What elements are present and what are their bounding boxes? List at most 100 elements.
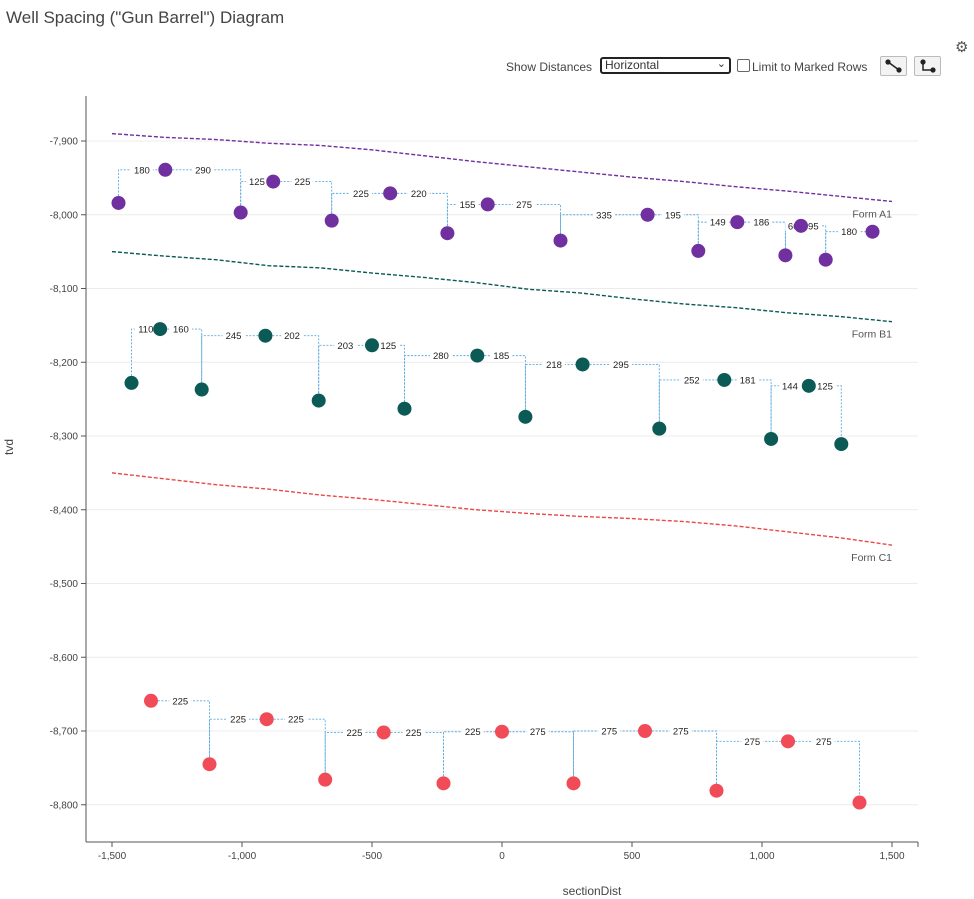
- limit-marked-rows-checkbox[interactable]: [737, 59, 750, 72]
- formation-top: Form A1: [111, 132, 893, 220]
- distance-label-bg: [334, 339, 357, 351]
- distance-label-bg: [245, 175, 268, 187]
- formation-line: [111, 472, 893, 546]
- distance-label: 125: [817, 381, 833, 392]
- x-tick-label: 500: [624, 851, 641, 862]
- distance-connector: [524, 364, 583, 417]
- x-tick-label: 1,500: [879, 851, 904, 862]
- distance-connector: [165, 169, 242, 213]
- distance-connector: [443, 731, 502, 784]
- x-axis-title: sectionDist: [563, 884, 622, 898]
- distance-label-bg: [598, 725, 621, 736]
- limit-marked-rows-label: Limit to Marked Rows: [752, 60, 868, 74]
- well-point: [318, 772, 333, 787]
- distance-label: 144: [782, 381, 798, 392]
- distance-label-bg: [513, 198, 536, 210]
- distance-label-bg: [661, 208, 684, 220]
- formation-label: Form C1: [851, 552, 892, 564]
- formation-line: [111, 132, 893, 203]
- distance-label: 335: [596, 210, 612, 221]
- diagonal-connector-button[interactable]: [880, 56, 907, 76]
- distance-label: 220: [411, 189, 427, 200]
- x-tick-label: -500: [362, 851, 382, 862]
- show-distances-label: Show Distances: [506, 60, 593, 74]
- distance-label: 149: [710, 218, 726, 229]
- distance-label-bg: [741, 735, 764, 747]
- distance-label-bg: [736, 373, 759, 385]
- distance-label: 290: [195, 165, 211, 176]
- distance-label: 225: [353, 189, 369, 200]
- well-point: [233, 205, 248, 220]
- page-title: Well Spacing ("Gun Barrel") Diagram: [6, 8, 285, 27]
- well-point: [717, 372, 732, 387]
- grid-lines: [86, 140, 918, 806]
- show-distances-value: Horizontal: [605, 58, 660, 72]
- well-point: [440, 226, 455, 241]
- distance-connector: [788, 740, 860, 803]
- formation-top: Form C1: [111, 472, 893, 564]
- well-point: [781, 734, 795, 749]
- chart-controls: Show Distances Horizontal ⌄ Limit to Mar…: [0, 56, 974, 80]
- well-point: [730, 215, 745, 230]
- distance-label-bg: [543, 358, 565, 370]
- distance-label: 225: [230, 715, 246, 726]
- distance-label-bg: [134, 323, 157, 335]
- distance-label: 186: [753, 218, 769, 229]
- distance-connector: [266, 718, 326, 780]
- distance-label: 181: [740, 375, 756, 386]
- distance-label-bg: [706, 216, 729, 228]
- distance-label-bg: [429, 349, 452, 361]
- distance-connector: [318, 344, 372, 401]
- distance-label-bg: [593, 208, 616, 220]
- well-point: [480, 197, 495, 212]
- distance-label: 275: [673, 727, 689, 738]
- distance-connector: [372, 344, 405, 409]
- distance-label-bg: [227, 713, 250, 725]
- well-point: [266, 174, 281, 189]
- distance-label: 275: [816, 737, 832, 748]
- well-point: [553, 233, 568, 248]
- distance-label: 225: [295, 177, 311, 188]
- well-series: 110 160 245 202 203 125 280 185 218 295 252 181 144 1…: [124, 322, 849, 452]
- y-tick-label: -8,100: [50, 284, 79, 295]
- y-tick-label: -8,700: [50, 727, 79, 738]
- distance-label: 252: [684, 375, 700, 386]
- distance-label-bg: [805, 219, 822, 231]
- distance-label-bg: [192, 163, 214, 175]
- show-distances-select[interactable]: Horizontal ⌄: [600, 57, 731, 74]
- distance-label: 295: [613, 360, 629, 371]
- well-point: [202, 757, 217, 772]
- distance-label-bg: [461, 725, 484, 737]
- well-series: 225 225 225 225 225 225 275 275 275 275 275: [144, 693, 867, 810]
- distance-label: 155: [460, 200, 476, 211]
- well-point: [801, 378, 816, 393]
- well-point: [638, 724, 652, 738]
- distance-connector: [383, 732, 444, 784]
- distance-connector: [582, 364, 660, 429]
- y-tick-label: -8,800: [50, 800, 79, 811]
- y-tick-label: -7,900: [50, 137, 79, 148]
- x-tick-label: -1,500: [98, 851, 127, 862]
- distance-label-bg: [402, 726, 425, 738]
- well-point: [397, 401, 412, 416]
- well-series: 180 290 125 225 225 220 155 275 335 195 149 186 60 95…: [111, 162, 880, 267]
- distance-connector: [645, 730, 717, 791]
- distance-connector: [209, 718, 267, 765]
- distance-label: 218: [546, 360, 562, 371]
- distance-label-bg: [407, 187, 430, 199]
- well-point: [834, 437, 849, 452]
- well-point: [691, 243, 706, 258]
- distance-label-bg: [750, 216, 773, 228]
- distance-connector: [160, 328, 203, 390]
- well-point: [818, 252, 833, 267]
- diagonal-connector-icon: [885, 59, 902, 73]
- gear-icon[interactable]: ⚙: [955, 39, 969, 56]
- well-point: [259, 712, 274, 727]
- well-point: [518, 409, 533, 424]
- elbow-connector-button[interactable]: [914, 56, 941, 76]
- distance-label-bg: [838, 225, 861, 237]
- distance-label: 185: [493, 351, 509, 362]
- distance-label: 195: [665, 210, 681, 221]
- distance-connector: [770, 385, 809, 439]
